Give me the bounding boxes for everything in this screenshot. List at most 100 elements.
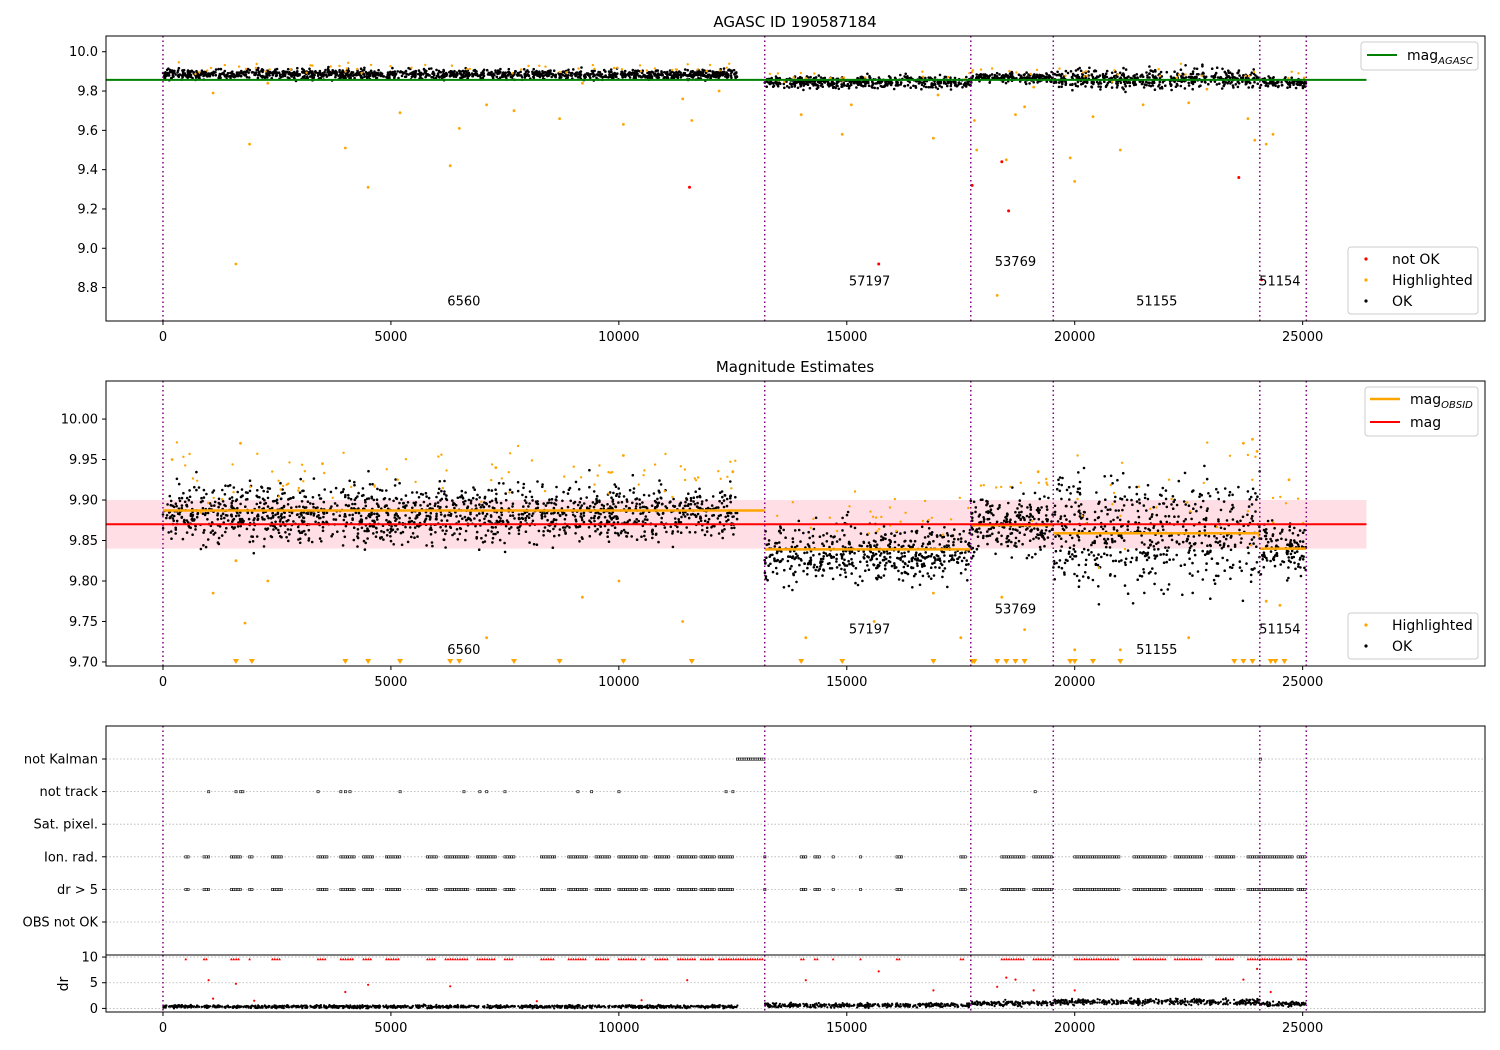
ok-point bbox=[338, 514, 342, 517]
highlighted-point bbox=[639, 70, 643, 73]
ok-point bbox=[341, 544, 345, 547]
ok-point bbox=[803, 562, 806, 565]
ok-point bbox=[180, 516, 183, 519]
ok-point bbox=[943, 526, 946, 529]
ok-point bbox=[1132, 74, 1135, 78]
ok-point bbox=[286, 76, 290, 79]
ok-point bbox=[967, 543, 970, 546]
ok-point bbox=[692, 500, 695, 503]
ok-point bbox=[710, 504, 714, 507]
ok-point bbox=[197, 486, 201, 489]
ok-point bbox=[638, 502, 642, 506]
ok-point bbox=[687, 516, 691, 520]
ok-point bbox=[322, 500, 326, 504]
ok-point bbox=[1029, 508, 1033, 511]
ok-point bbox=[644, 506, 648, 509]
ok-point bbox=[413, 526, 417, 529]
ok-point bbox=[614, 485, 618, 489]
ok-point bbox=[882, 551, 886, 554]
ok-point bbox=[508, 527, 511, 531]
ok-point bbox=[524, 70, 528, 73]
ok-point bbox=[498, 76, 502, 79]
ok-point bbox=[1094, 69, 1098, 73]
ok-point bbox=[182, 491, 185, 495]
ok-point bbox=[185, 503, 188, 507]
ok-point bbox=[562, 490, 565, 494]
ok-point bbox=[542, 534, 545, 537]
ok-point bbox=[867, 541, 871, 544]
ok-point bbox=[609, 505, 612, 508]
highlighted-point bbox=[995, 294, 999, 297]
ok-point bbox=[884, 537, 887, 541]
ok-point bbox=[961, 86, 964, 89]
ok-point bbox=[251, 535, 254, 538]
ok-point bbox=[639, 75, 643, 79]
highlighted-point bbox=[1004, 158, 1008, 162]
ok-point bbox=[578, 72, 582, 76]
ok-point bbox=[469, 501, 473, 505]
ok-point bbox=[344, 515, 347, 518]
ok-point bbox=[574, 520, 578, 523]
ok-point bbox=[435, 518, 438, 521]
ok-point bbox=[212, 533, 215, 536]
ok-point bbox=[934, 559, 937, 562]
ok-point bbox=[1237, 82, 1241, 85]
ok-point bbox=[464, 70, 467, 73]
ok-point bbox=[979, 520, 983, 524]
legend-label-highlighted: Highlighted bbox=[1392, 273, 1473, 289]
ok-point bbox=[1021, 515, 1025, 519]
ok-point bbox=[582, 520, 586, 524]
ok-point bbox=[624, 73, 628, 77]
ok-point bbox=[711, 495, 715, 498]
ok-point bbox=[806, 83, 810, 86]
ok-point bbox=[1034, 552, 1037, 556]
ok-point bbox=[644, 515, 648, 518]
ok-point bbox=[1011, 528, 1015, 531]
highlighted-point bbox=[1248, 74, 1251, 78]
ok-point bbox=[689, 502, 693, 506]
ok-point bbox=[509, 75, 513, 79]
ok-point bbox=[842, 553, 845, 556]
ok-point bbox=[1090, 85, 1093, 88]
ok-point bbox=[1251, 86, 1254, 89]
ok-point bbox=[410, 72, 413, 76]
ok-point bbox=[532, 542, 536, 546]
ok-point bbox=[840, 567, 843, 571]
ok-point bbox=[976, 530, 979, 534]
ok-point bbox=[364, 504, 368, 508]
ok-point bbox=[685, 498, 689, 501]
ok-point bbox=[200, 72, 204, 76]
ok-point bbox=[554, 498, 558, 501]
ok-point bbox=[1033, 527, 1036, 530]
ok-point bbox=[818, 552, 821, 556]
ok-point bbox=[635, 71, 638, 74]
ok-point bbox=[189, 75, 193, 79]
ok-point bbox=[1097, 85, 1100, 88]
highlighted-point bbox=[1118, 148, 1122, 152]
ok-point bbox=[468, 73, 472, 77]
ok-point bbox=[576, 76, 580, 79]
highlighted-point bbox=[527, 64, 530, 68]
ok-point bbox=[458, 526, 462, 530]
ok-point bbox=[255, 535, 259, 538]
ok-point bbox=[191, 514, 194, 518]
ok-point bbox=[890, 532, 893, 535]
ok-point bbox=[946, 84, 949, 88]
ok-point bbox=[654, 532, 658, 536]
ok-point bbox=[255, 68, 258, 72]
ok-point bbox=[1228, 71, 1232, 74]
ok-point bbox=[288, 514, 292, 518]
ok-point bbox=[601, 75, 604, 79]
ok-point bbox=[173, 69, 176, 73]
ok-point bbox=[564, 531, 567, 534]
ok-point bbox=[614, 531, 617, 535]
ok-point bbox=[725, 504, 729, 508]
ok-point bbox=[1221, 67, 1224, 71]
ok-point bbox=[290, 75, 294, 78]
ok-point bbox=[1253, 80, 1256, 84]
ok-point bbox=[1076, 85, 1080, 88]
ok-point bbox=[1193, 67, 1196, 70]
ok-point bbox=[889, 81, 892, 84]
ok-point bbox=[821, 85, 824, 88]
ok-point bbox=[683, 68, 687, 71]
